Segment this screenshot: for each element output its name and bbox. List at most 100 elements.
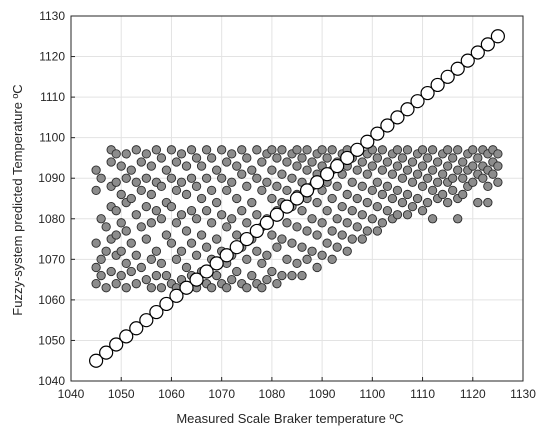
x-tick-label: 1130 [510,387,536,401]
scatter-point [417,161,428,171]
scatter-point [272,279,282,289]
scatter-point [443,145,453,155]
scatter-point [417,145,428,155]
scatter-point [282,254,292,264]
identity-point [189,272,204,287]
scatter-point [397,173,408,183]
scatter-point [362,169,372,179]
scatter-point [116,161,126,171]
scatter-point [453,214,463,224]
identity-point [259,215,274,230]
scatter-point [151,206,162,216]
scatter-point [186,173,197,183]
scatter-point [357,181,367,191]
scatter-point [247,165,257,175]
identity-point [400,102,415,117]
identity-point [209,256,224,271]
x-tick-label: 1110 [410,387,435,401]
scatter-point [332,242,342,252]
scatter-point [307,246,317,256]
scatter-point [412,193,423,204]
scatter-point [211,234,222,244]
scatter-point [232,193,242,204]
scatter-point [141,149,151,159]
scatter-point [402,210,413,220]
scatter-point [292,145,302,155]
scatter-point [342,189,352,200]
scatter-point [478,173,488,183]
scatter-point [156,214,167,224]
scatter-point [171,254,182,264]
scatter-point [332,214,342,224]
scatter-point [141,173,151,183]
scatter-point [136,185,146,196]
y-tick-label: 1040 [38,374,65,388]
identity-point [490,29,505,44]
scatter-point [287,173,297,183]
axis-ticks: 1040 1050 1060 1070 1080 1090 1100 1110 1120 1130… [38,9,536,401]
scatter-point [272,242,282,252]
identity-point [380,118,395,133]
scatter-point [191,214,202,224]
scatter-point [171,185,182,196]
scatter-point [277,270,287,281]
scatter-point [267,230,277,240]
scatter-point [317,145,327,155]
identity-point [129,321,144,336]
scatter-point [397,197,408,208]
scatter-point [206,153,217,163]
scatter-point [322,153,332,163]
scatter-point [377,218,388,228]
scatter-point [166,145,177,155]
scatter-point [473,197,483,208]
scatter-point [181,262,192,273]
scatter-point [186,206,197,216]
identity-point [350,142,365,157]
scatter-point [443,197,453,208]
x-tick-label: 1060 [158,387,185,401]
y-tick-label: 1130 [39,9,65,23]
scatter-point [302,226,312,236]
scatter-point [217,210,227,220]
scatter-point [387,169,398,179]
scatter-point [322,238,332,248]
scatter-point [201,242,212,252]
scatter-point [96,254,106,264]
scatter-point [222,185,232,196]
scatter-point [422,173,433,183]
scatter-point [116,270,126,281]
scatter-point [232,230,242,240]
scatter-point [181,189,192,200]
scatter-point [156,283,167,293]
identity-point [480,37,495,52]
scatter-point [141,201,151,212]
scatter-point [352,193,362,204]
scatter-point [171,157,182,167]
scatter-point [397,153,408,163]
scatter-point [277,169,287,179]
scatter-point [227,149,237,159]
scatter-point [307,157,317,167]
scatter-point [267,266,277,277]
scatter-point [111,149,121,159]
scatter-point [257,185,267,196]
scatter-point [422,153,433,163]
scatter-point [227,177,237,187]
x-tick-label: 1100 [359,387,385,401]
scatter-point [488,169,498,179]
scatter-point [131,279,141,289]
scatter-point [151,246,162,256]
scatter-point [312,262,322,273]
scatter-point [156,258,167,269]
scatter-point [146,161,157,171]
scatter-point [287,238,297,248]
scatter-point [432,177,443,187]
scatter-point [126,165,136,175]
scatter-point [156,181,167,191]
scatter-point [347,206,357,216]
scatter-point [257,258,267,269]
scatter-point [206,283,217,293]
scatter-point [91,165,101,175]
scatter-point [302,254,312,264]
scatter-point [337,201,347,212]
